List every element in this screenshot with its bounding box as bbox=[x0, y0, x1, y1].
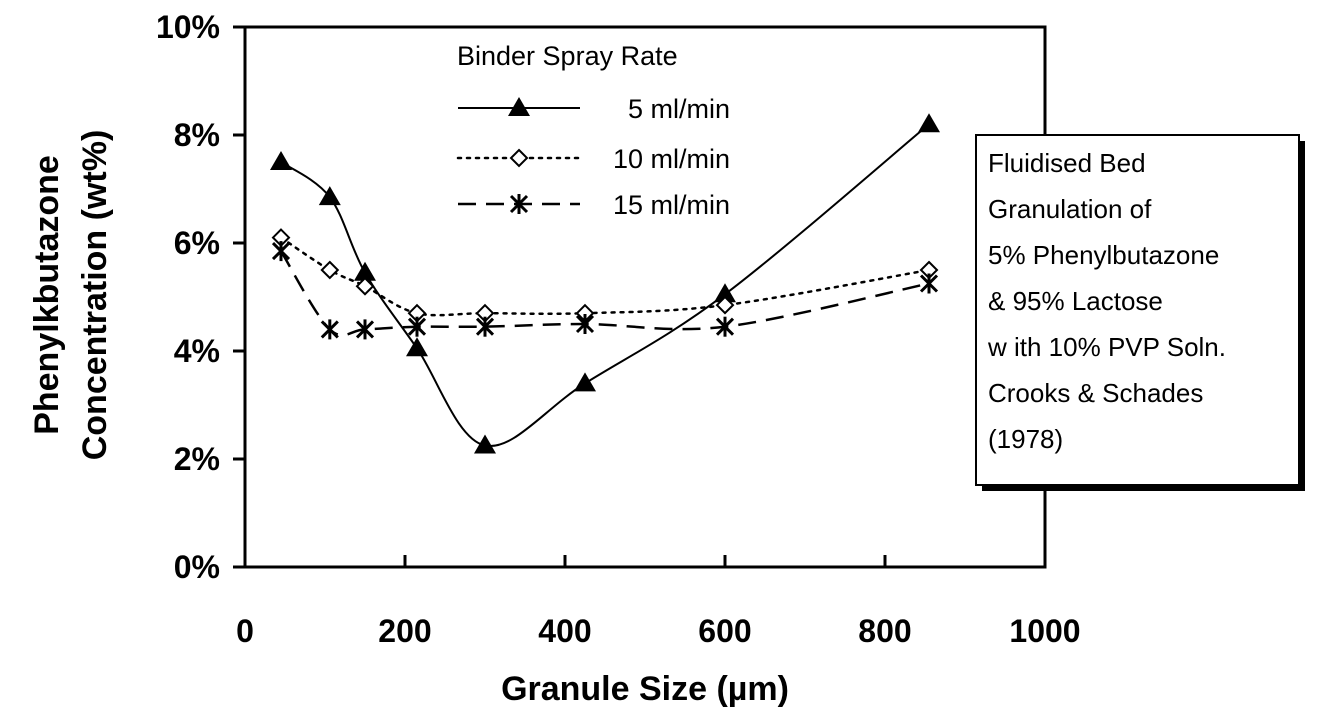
data-point bbox=[715, 316, 735, 337]
data-point bbox=[715, 295, 735, 315]
x-tick-label: 200 bbox=[378, 613, 431, 649]
data-point bbox=[318, 186, 341, 206]
data-point bbox=[354, 261, 376, 281]
y-tick-label: 2% bbox=[174, 441, 220, 477]
y-tick-label: 4% bbox=[174, 333, 220, 369]
y-tick-label: 0% bbox=[174, 549, 220, 585]
data-point bbox=[475, 316, 495, 337]
x-tick-label: 0 bbox=[236, 613, 254, 649]
data-point bbox=[320, 260, 340, 280]
series-line bbox=[279, 250, 930, 337]
data-point bbox=[406, 337, 428, 357]
annotation-box-frame bbox=[975, 134, 1300, 486]
annotation-line: & 95% Lactose bbox=[988, 286, 1163, 316]
data-point bbox=[355, 319, 375, 340]
annotation-line: Fluidised Bed bbox=[988, 148, 1146, 178]
series-line bbox=[279, 236, 931, 317]
annotation-line: 5% Phenylbutazone bbox=[988, 240, 1219, 270]
data-point bbox=[320, 319, 339, 340]
series-0 bbox=[270, 113, 940, 454]
data-point bbox=[918, 113, 940, 133]
series-line bbox=[280, 123, 930, 447]
y-tick-label: 10% bbox=[156, 9, 220, 45]
legend-label: 10 ml/min bbox=[613, 144, 730, 174]
data-point bbox=[271, 241, 291, 262]
x-tick-label: 1000 bbox=[1009, 613, 1080, 649]
data-point bbox=[407, 316, 427, 337]
legend-marker bbox=[508, 97, 530, 116]
annotation-line: Crooks & Schades bbox=[988, 378, 1203, 408]
y-axis-title-line2: Concentration (wt%) bbox=[76, 130, 114, 461]
legend: Binder Spray Rate 5 ml/min 10 ml/min 15 ml… bbox=[456, 41, 730, 220]
annotation-line: Granulation of bbox=[988, 194, 1152, 224]
data-point bbox=[919, 273, 939, 294]
legend-title: Binder Spray Rate bbox=[457, 41, 678, 71]
data-point bbox=[714, 283, 736, 303]
data-point bbox=[270, 151, 292, 170]
legend-marker bbox=[509, 148, 529, 168]
data-point bbox=[355, 276, 375, 296]
x-axis-title: Granule Size (µm) bbox=[501, 670, 789, 708]
data-point bbox=[575, 314, 595, 334]
x-tick-label: 600 bbox=[698, 613, 751, 649]
annotation-line: w ith 10% PVP Soln. bbox=[987, 332, 1226, 362]
annotation-line: (1978) bbox=[988, 424, 1063, 454]
data-point bbox=[474, 434, 496, 454]
y-tick-label: 8% bbox=[174, 117, 220, 153]
legend-items: 5 ml/min 10 ml/min 15 ml/min bbox=[456, 94, 730, 220]
legend-marker bbox=[509, 194, 529, 214]
legend-label: 5 ml/min bbox=[628, 94, 730, 124]
x-tick-label: 400 bbox=[538, 613, 591, 649]
y-tick-label: 6% bbox=[174, 225, 220, 261]
annotation-lines: Fluidised Bed Granulation of 5% Phenylbuta… bbox=[987, 148, 1226, 454]
legend-label: 15 ml/min bbox=[613, 190, 730, 220]
x-tick-label: 800 bbox=[858, 613, 911, 649]
series-2 bbox=[271, 241, 939, 340]
data-point bbox=[574, 372, 596, 392]
annotation-box: Fluidised Bed Granulation of 5% Phenylbuta… bbox=[975, 134, 1305, 491]
plot-layer: 0% 2% 4% 6% 8% 10% 0 200 400 600 800 1000 bbox=[156, 9, 1081, 649]
y-axis-title-line1: Phenylkbutazone bbox=[28, 155, 66, 435]
